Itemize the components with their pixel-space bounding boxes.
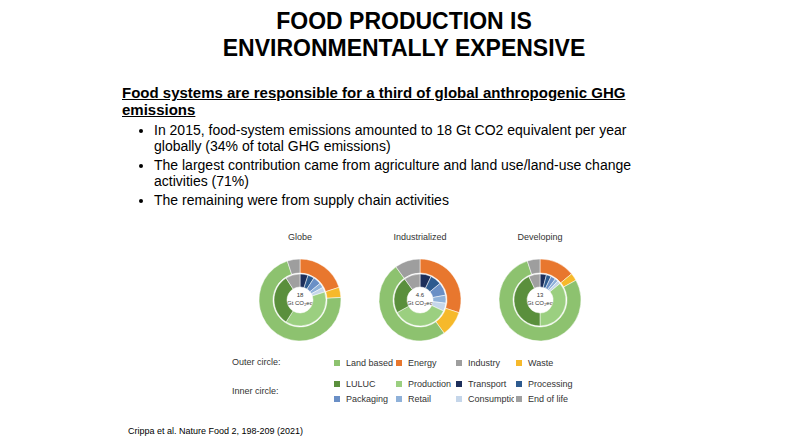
html-text:Crippa et al. Nature Food 2, 1: Crippa et al. Nature Food 2, 198-209 (20… (128, 426, 304, 436)
html-text:FOOD PRODUCTION IS: FOOD PRODUCTION IS (276, 8, 532, 34)
svg-text:Retail: Retail (408, 394, 431, 404)
svg-text:Developing: Developing (517, 232, 562, 242)
svg-text:Energy: Energy (408, 358, 437, 368)
html-text:ENVIRONMENTALLY EXPENSIVE: ENVIRONMENTALLY EXPENSIVE (222, 35, 586, 61)
svg-text:Consumption: Consumption (468, 394, 521, 404)
svg-text:LULUC: LULUC (346, 379, 376, 389)
html-text:The largest contribution came: The largest contribution came from agric… (154, 157, 632, 189)
html-text:In 2015, food-system emissions: In 2015, food-system emissions amounted … (154, 122, 627, 154)
svg-text:Industrialized: Industrialized (393, 232, 446, 242)
svg-text:Outer circle:: Outer circle: (232, 357, 281, 367)
svg-text:4.6: 4.6 (416, 292, 425, 298)
html-text:The remaining were from supply: The remaining were from supply chain act… (154, 192, 449, 208)
svg-text:Waste: Waste (528, 358, 553, 368)
svg-text:Gt CO₂eq: Gt CO₂eq (527, 300, 553, 306)
svg-text:Transport: Transport (468, 379, 507, 389)
svg-text:Industry: Industry (468, 358, 501, 368)
svg-text:End of life: End of life (528, 394, 568, 404)
svg-text:Globe: Globe (288, 232, 312, 242)
svg-text:Land based: Land based (346, 358, 393, 368)
svg-text:Production: Production (408, 379, 451, 389)
svg-text:Packaging: Packaging (346, 394, 388, 404)
svg-text:Gt CO₂eq: Gt CO₂eq (407, 300, 433, 306)
svg-text:13: 13 (537, 292, 544, 298)
html-text:Food systems are responsible f: Food systems are responsible for a third… (122, 84, 626, 118)
svg-text:Processing: Processing (528, 379, 573, 389)
svg-text:Inner circle:: Inner circle: (232, 386, 279, 396)
svg-text:Gt CO₂eq: Gt CO₂eq (287, 300, 313, 306)
svg-text:18: 18 (297, 292, 304, 298)
